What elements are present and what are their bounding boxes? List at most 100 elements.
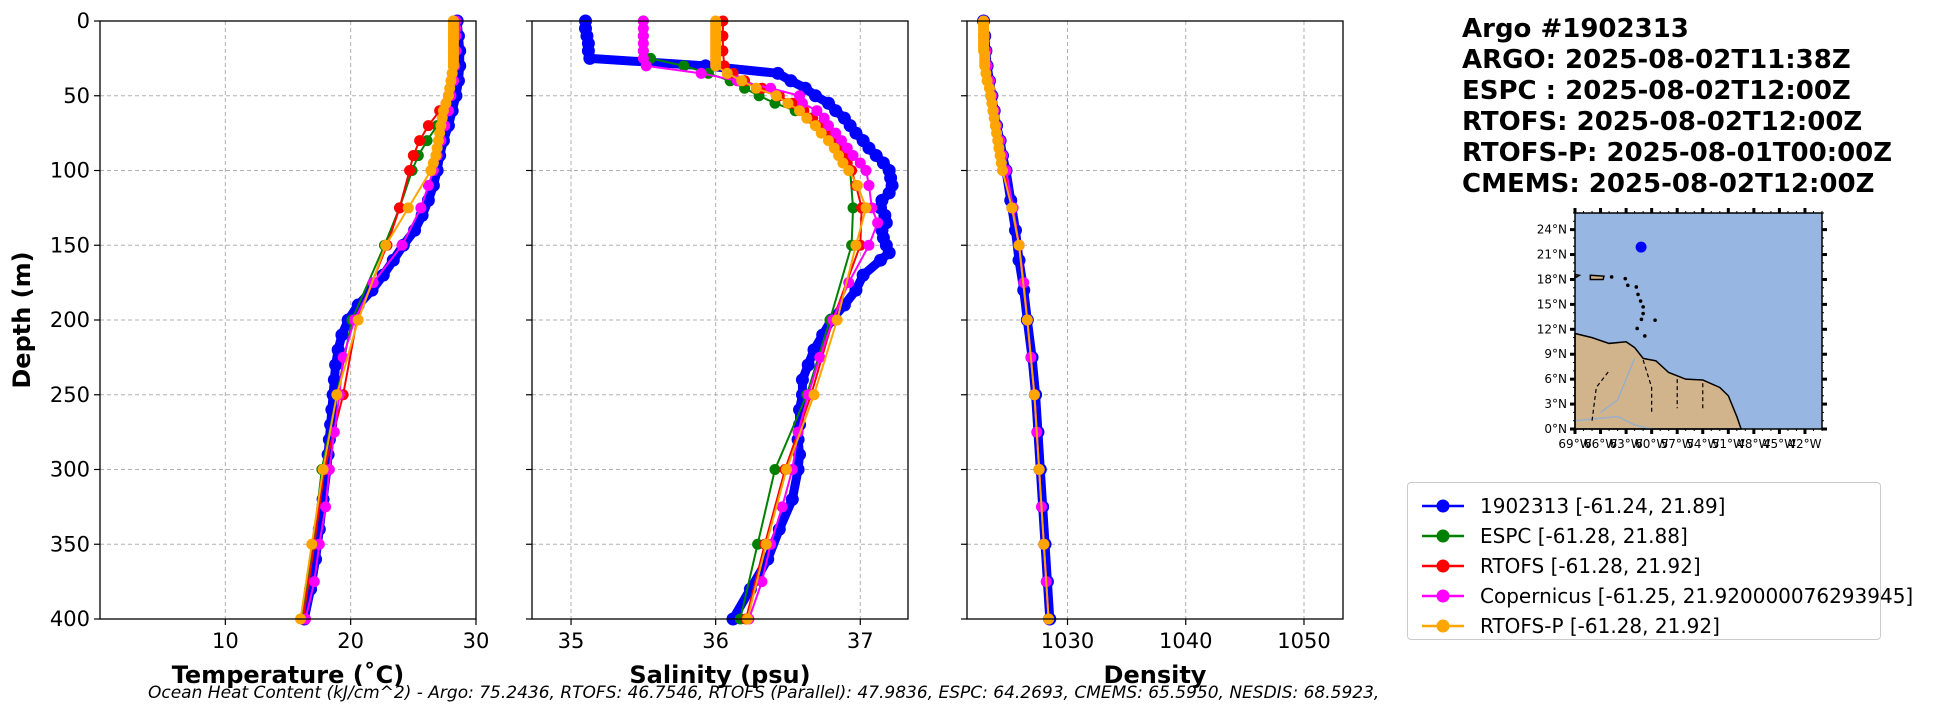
x-tick-label: 1050 [1277, 629, 1330, 653]
series-copernicus-salinity [637, 15, 884, 625]
map-lat-label: 0°N [1544, 422, 1567, 436]
data-point [695, 67, 707, 79]
data-point [996, 165, 1008, 176]
data-point [306, 538, 318, 550]
map-island [1634, 285, 1639, 289]
data-point [814, 351, 826, 363]
legend-entry-rtofs: RTOFS [-61.28, 21.92] [1418, 551, 1701, 581]
map-island [1653, 318, 1657, 322]
data-point [770, 90, 782, 102]
map-border [1642, 359, 1653, 413]
legend-label-rtofs-p: RTOFS-P [-61.28, 21.92] [1480, 614, 1720, 638]
data-point [793, 448, 807, 462]
map-island [1641, 311, 1645, 316]
legend-entry-rtofs-p: RTOFS-P [-61.28, 21.92] [1418, 611, 1720, 641]
info-line-rtofs: RTOFS: 2025-08-02T12:00Z [1462, 107, 1863, 137]
map-island [1641, 305, 1645, 309]
data-point [872, 217, 884, 229]
data-point [856, 268, 870, 282]
data-point [710, 60, 722, 72]
data-point [415, 202, 427, 214]
legend-marker-rtofs [1422, 559, 1464, 573]
map-river [1600, 358, 1636, 413]
legend: 1902313 [-61.24, 21.89] ESPC [-61.28, 21… [1407, 482, 1913, 641]
data-point [854, 157, 866, 169]
map-lon-label: 54°W [1686, 437, 1719, 451]
temperature-panel: 0 50 100 150 200 250 300 350 400 10 20 30 Temperatur… [8, 9, 489, 689]
data-point [422, 179, 434, 191]
y-tick-label: 150 [50, 233, 90, 257]
data-point [421, 135, 433, 147]
data-point [795, 373, 809, 387]
data-point [860, 165, 872, 176]
data-point [317, 464, 329, 475]
data-point [404, 165, 416, 176]
data-point [352, 314, 364, 326]
data-point [851, 179, 863, 191]
y-tick-label: 350 [50, 532, 90, 556]
map-lon-label: 60°W [1635, 437, 1668, 451]
info-line-cmems: CMEMS: 2025-08-02T12:00Z [1462, 169, 1875, 199]
data-point [721, 67, 733, 79]
y-tick-label: 250 [50, 383, 90, 407]
data-point [1033, 464, 1045, 475]
data-point [831, 314, 843, 326]
y-tick-label: 50 [63, 84, 90, 108]
map-island [1639, 317, 1644, 322]
legend-entry-copernicus: Copernicus [-61.25, 21.920000076293945] [1418, 581, 1913, 611]
data-point [785, 492, 799, 506]
legend-marker-rtofs-p [1422, 619, 1464, 633]
data-point [376, 268, 390, 282]
y-tick-label: 0 [77, 9, 90, 33]
x-tick-label: 20 [337, 629, 364, 653]
legend-label-argo: 1902313 [-61.24, 21.89] [1480, 494, 1726, 518]
data-point [847, 202, 859, 214]
inset-map: 24°N 21°N 18°N 15°N 12°N 9°N 6°N 3°N 0°N69°W66°W… [1537, 208, 1827, 451]
data-point [809, 120, 821, 132]
data-point [380, 239, 392, 251]
map-lat-label: 6°N [1544, 372, 1567, 386]
x-tick-label: 37 [847, 629, 874, 653]
x-axis-label: Density [1104, 661, 1207, 689]
data-point [1006, 202, 1018, 214]
data-point [313, 538, 325, 550]
info-title: Argo #1902313 [1462, 14, 1689, 44]
data-point [1038, 538, 1050, 550]
map-island [1643, 334, 1647, 338]
map-lat-label: 3°N [1544, 397, 1567, 411]
data-point [402, 202, 414, 214]
data-point [327, 373, 341, 387]
map-lat-label: 9°N [1544, 347, 1567, 361]
data-point [1028, 389, 1040, 401]
map-lon-label: 42°W [1788, 437, 1821, 451]
y-axis-label: Depth (m) [8, 251, 36, 388]
data-point [583, 51, 597, 65]
density-panel: 1030 1040 1050 Density [961, 14, 1344, 689]
data-point [882, 246, 896, 260]
map-lon-label: 66°W [1584, 437, 1617, 451]
data-point [386, 253, 400, 267]
data-point [736, 75, 748, 87]
map-island [1609, 275, 1614, 279]
data-point [874, 253, 888, 267]
data-point [1021, 314, 1033, 326]
data-point [765, 82, 777, 94]
data-point [756, 576, 768, 588]
data-point [308, 576, 320, 588]
data-point [794, 105, 806, 117]
map-lon-label: 69°W [1558, 437, 1591, 451]
legend-marker-espc [1422, 529, 1464, 543]
legend-marker-copernicus [1422, 589, 1464, 603]
series-rtofs-p-temperature [295, 15, 459, 625]
data-point [815, 127, 827, 139]
data-point [425, 165, 437, 176]
map-island [1623, 276, 1628, 281]
data-point [782, 97, 794, 109]
legend-label-espc: ESPC [-61.28, 21.88] [1480, 524, 1688, 548]
data-point [414, 135, 426, 147]
data-point [822, 135, 834, 147]
data-point [860, 202, 872, 214]
ocean-heat-content-caption: Ocean Heat Content (kJ/cm^2) - Argo: 75.… [148, 683, 1380, 703]
data-point [847, 150, 859, 162]
